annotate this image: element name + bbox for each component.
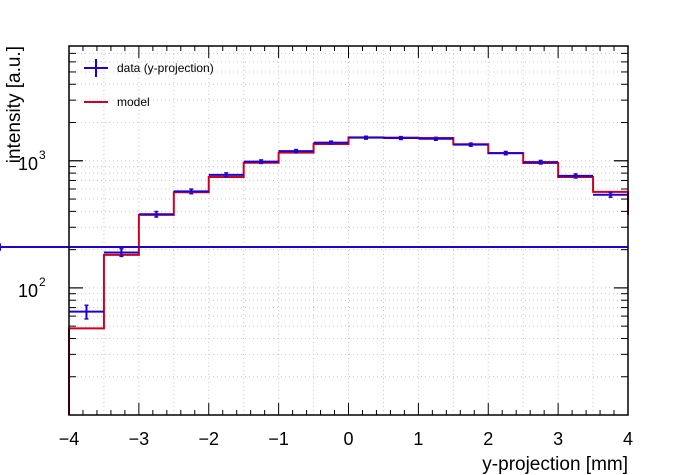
x-tick-labels: −4 −3 −2 −1 0 1 2 3 4 bbox=[59, 429, 633, 449]
x-tick-label: 0 bbox=[343, 429, 353, 449]
grid bbox=[69, 46, 628, 415]
legend-model-label: model bbox=[117, 95, 150, 109]
data-point bbox=[348, 135, 384, 140]
x-tick-label: −1 bbox=[268, 429, 289, 449]
data-point bbox=[558, 173, 594, 179]
legend-item-data: data (y-projection) bbox=[84, 59, 214, 77]
y-tick-label: 10 bbox=[18, 154, 38, 174]
legend-data-label: data (y-projection) bbox=[117, 61, 214, 75]
data-point bbox=[593, 191, 628, 198]
data-point bbox=[103, 248, 139, 258]
x-tick-label: 2 bbox=[483, 429, 493, 449]
x-tick-label: −4 bbox=[59, 429, 80, 449]
x-tick-label: 3 bbox=[553, 429, 563, 449]
x-tick-label: 1 bbox=[413, 429, 423, 449]
data-point bbox=[208, 172, 244, 178]
data-series bbox=[0, 135, 628, 320]
x-tick-label: 4 bbox=[623, 429, 633, 449]
x-tick-label: −2 bbox=[198, 429, 219, 449]
data-point bbox=[418, 136, 454, 141]
y-tick-label-exponent: 2 bbox=[39, 275, 46, 289]
legend: data (y-projection) model bbox=[84, 59, 214, 109]
legend-item-model: model bbox=[84, 95, 150, 109]
y-axis-label: intensity [a.u.] bbox=[4, 46, 25, 163]
axis-ticks bbox=[68, 46, 629, 415]
data-point bbox=[243, 159, 279, 165]
y-tick-label: 10 bbox=[18, 281, 38, 301]
data-point bbox=[278, 148, 314, 154]
data-point bbox=[69, 304, 104, 320]
data-point bbox=[383, 135, 419, 141]
data-point bbox=[173, 188, 209, 195]
x-axis-label: y-projection [mm] bbox=[482, 454, 628, 475]
data-point bbox=[313, 140, 349, 145]
data-point bbox=[0, 243, 628, 251]
x-tick-label: −3 bbox=[129, 429, 150, 449]
y-tick-label-exponent: 3 bbox=[39, 148, 46, 162]
data-point bbox=[523, 159, 559, 165]
data-point bbox=[488, 150, 524, 156]
data-point bbox=[138, 210, 174, 218]
data-point bbox=[453, 142, 489, 147]
